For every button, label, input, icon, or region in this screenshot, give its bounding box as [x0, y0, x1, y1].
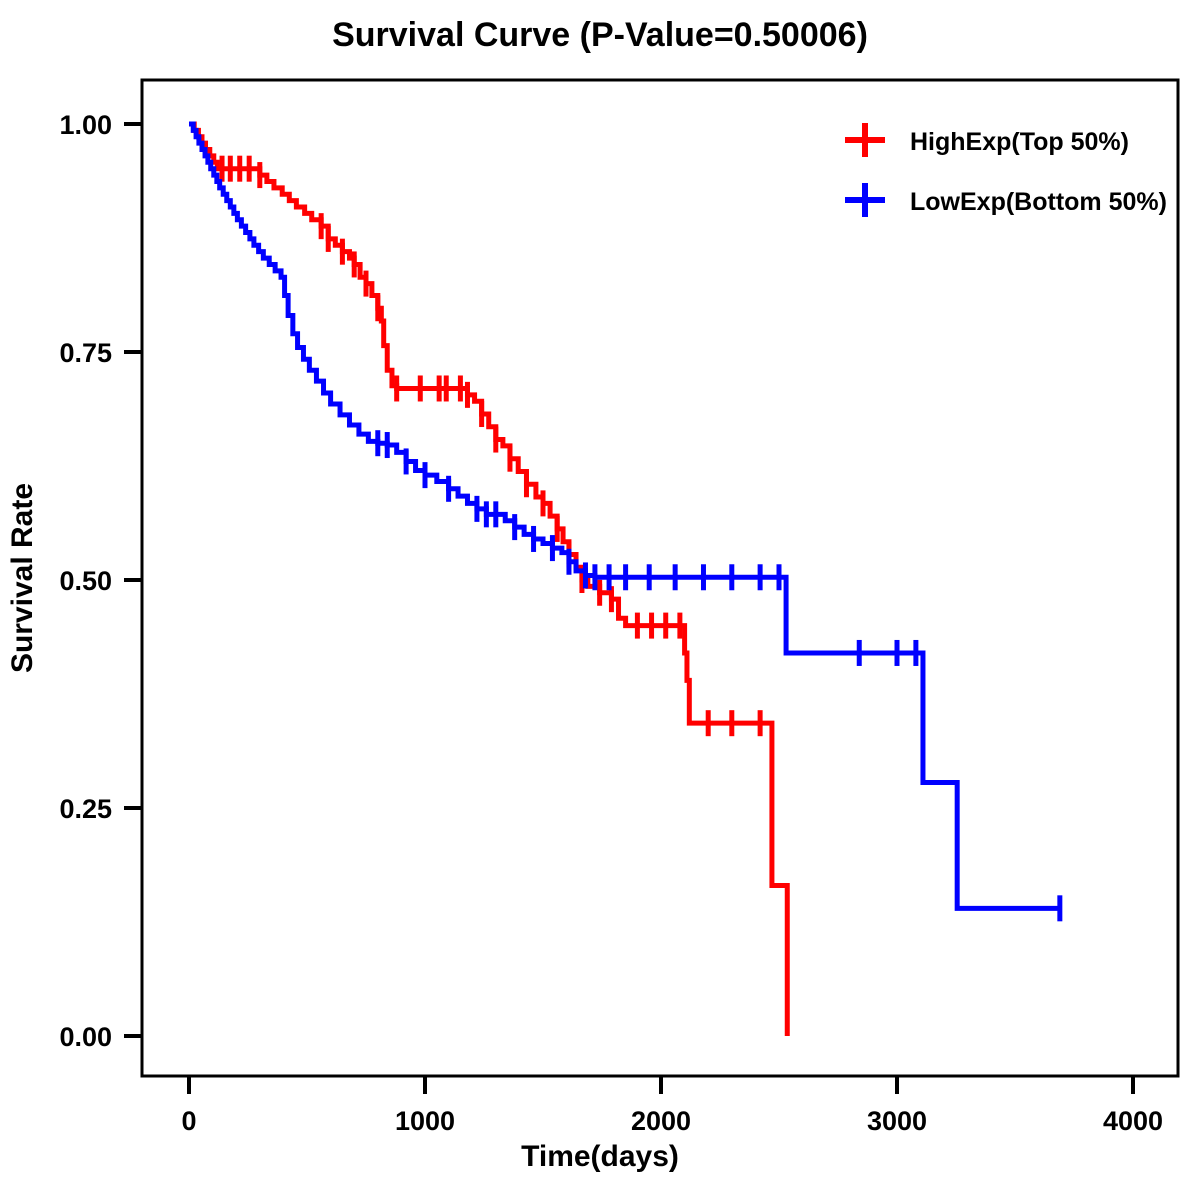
page-title: Survival Curve (P-Value=0.50006): [332, 16, 868, 54]
legend-label: HighExp(Top 50%): [910, 128, 1129, 156]
x-tick-label: 4000: [1103, 1106, 1163, 1136]
legend-item[interactable]: LowExp(Bottom 50%): [845, 183, 1167, 217]
series-lowexp: [189, 121, 1063, 922]
chart-legend: HighExp(Top 50%) LowExp(Bottom 50%): [845, 123, 1167, 217]
y-axis-ticks: 0.00 0.25 0.50 0.75 1.00: [59, 110, 142, 1052]
y-tick-label: 0.75: [59, 338, 112, 368]
x-tick-label: 2000: [631, 1106, 691, 1136]
y-tick-label: 0.50: [59, 566, 112, 596]
y-tick-label: 1.00: [59, 110, 112, 140]
x-axis-title: Time(days): [521, 1140, 679, 1173]
series-highexp: [189, 121, 790, 1036]
series-layer: [189, 121, 1063, 1036]
y-tick-label: 0.25: [59, 794, 112, 824]
legend-label: LowExp(Bottom 50%): [910, 188, 1167, 216]
x-tick-label: 3000: [867, 1106, 927, 1136]
x-tick-label: 1000: [395, 1106, 455, 1136]
y-axis-title: Survival Rate: [6, 483, 39, 673]
x-axis-ticks: 0 1000 2000 3000 4000: [181, 1076, 1163, 1136]
x-tick-label: 0: [181, 1106, 196, 1136]
y-tick-label: 0.00: [59, 1022, 112, 1052]
legend-item[interactable]: HighExp(Top 50%): [845, 123, 1129, 157]
